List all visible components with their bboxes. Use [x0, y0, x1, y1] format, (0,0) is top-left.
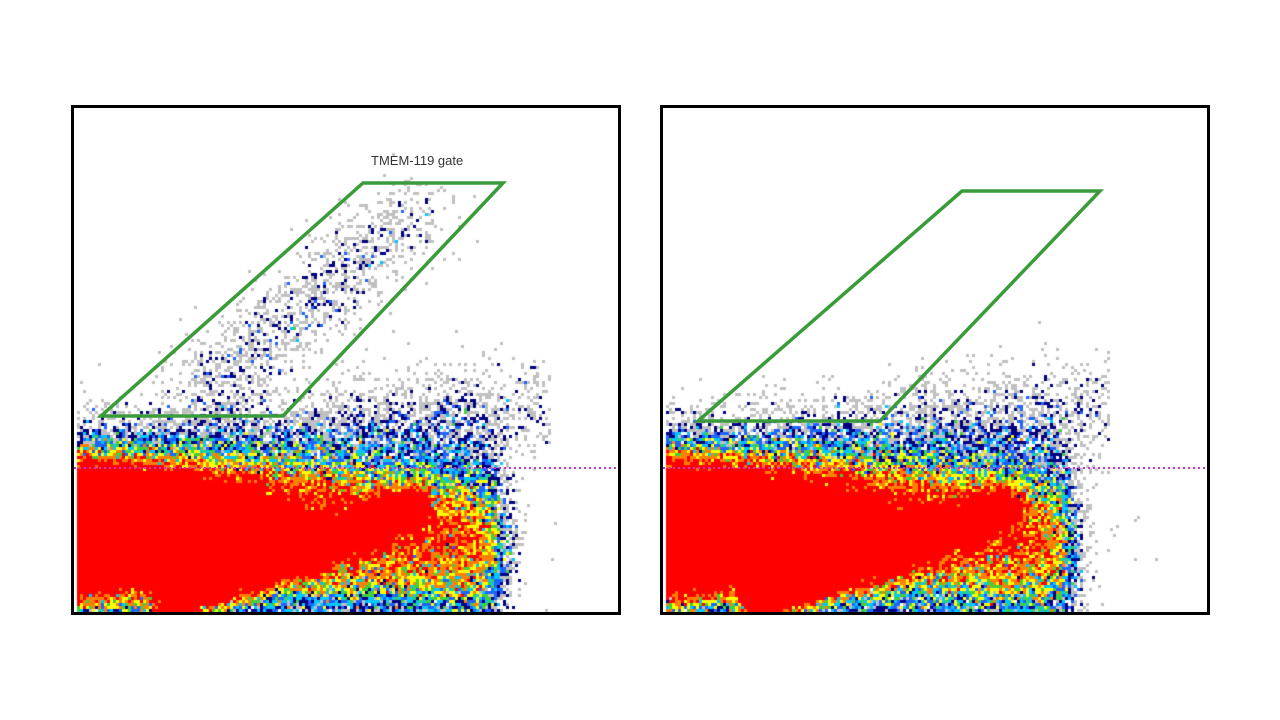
plot-border-left	[71, 105, 621, 615]
gate-label: TMEM-119 gate	[371, 153, 464, 168]
density-scatter-right	[660, 105, 1210, 615]
overlay-left	[74, 181, 618, 469]
plot-border-right	[660, 105, 1210, 615]
flow-plot-left: TMEM-119 gate	[71, 105, 621, 615]
tmem119-gate-left[interactable]	[96, 181, 508, 418]
tmem119-gate-right[interactable]	[693, 189, 1105, 423]
overlay-right	[663, 189, 1207, 469]
flow-plot-right	[660, 105, 1210, 615]
